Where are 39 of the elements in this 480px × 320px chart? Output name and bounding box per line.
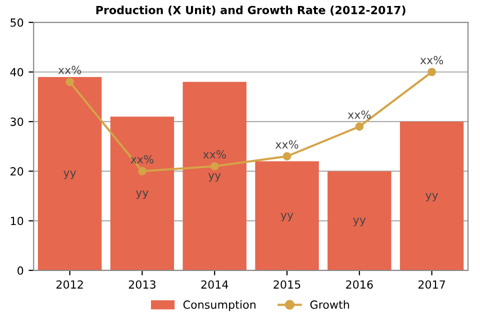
x-tick-label: 2016 [346, 280, 373, 289]
data-label: xx% [275, 140, 298, 149]
data-label: yy [353, 218, 366, 226]
data-label: xx% [348, 110, 371, 119]
x-tick-label: 2012 [56, 280, 83, 289]
y-tick-label: 40 [10, 68, 24, 76]
legend-label: Consumption [183, 300, 256, 311]
data-label: xx% [420, 56, 444, 64]
bar [400, 122, 464, 270]
legend-label: Growth [310, 300, 349, 309]
bar [38, 76, 102, 270]
point [282, 152, 292, 160]
point [138, 167, 146, 176]
data-label: yy [64, 170, 76, 180]
point [355, 122, 364, 131]
bar [255, 161, 319, 270]
data-label: xx% [130, 155, 154, 164]
data-label: yy [426, 192, 438, 202]
x-tick-label: 2014 [201, 280, 228, 289]
y-tick-label: 10 [10, 216, 24, 226]
x-tick-label: 2017 [418, 280, 445, 289]
y-tick-label: 30 [10, 118, 24, 126]
chart-title: Production (X Unit) and Growth Rate (2012-2017) [96, 6, 406, 16]
x-tick-label: 2013 [128, 280, 156, 289]
bar [110, 116, 174, 270]
data-label: xx% [58, 66, 82, 74]
point [428, 68, 436, 76]
bar [182, 82, 246, 270]
bar [328, 171, 392, 270]
data-label: yy [208, 173, 221, 182]
data-label: xx% [203, 150, 226, 159]
data-label: yy [136, 190, 148, 199]
x-tick-label: 2015 [274, 280, 300, 289]
y-tick-label: 50 [10, 18, 24, 27]
y-tick-label: 20 [10, 167, 24, 176]
y-tick-label: 0 [18, 266, 24, 275]
point [210, 162, 219, 170]
point [66, 78, 74, 86]
data-label: yy [280, 212, 294, 222]
